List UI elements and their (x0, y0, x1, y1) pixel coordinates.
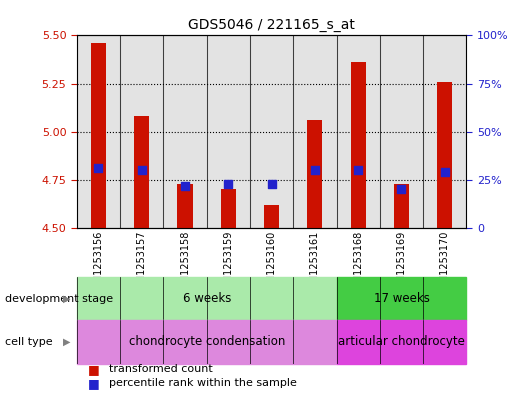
Bar (250, 35, 293, 228)
Point (267, 180, 276, 187)
Bar (423, 35, 466, 228)
Bar (337, 35, 380, 228)
Point (224, 180, 233, 187)
Text: ■: ■ (87, 363, 99, 376)
Point (94, 165, 103, 171)
Bar (120, 35, 163, 228)
Bar (91, 43, 106, 228)
Text: articular chondrocyte: articular chondrocyte (338, 335, 465, 349)
Bar (264, 205, 279, 228)
Bar (351, 62, 366, 228)
Bar (293, 35, 337, 228)
Bar (337, 320, 466, 364)
Bar (134, 116, 149, 228)
Point (440, 169, 449, 175)
Bar (437, 82, 452, 228)
Bar (163, 35, 207, 228)
Text: ▶: ▶ (63, 337, 70, 347)
Text: ■: ■ (87, 376, 99, 390)
Text: 6 weeks: 6 weeks (182, 292, 231, 305)
Bar (77, 35, 120, 228)
Text: development stage: development stage (5, 294, 113, 304)
Point (181, 182, 189, 189)
Text: percentile rank within the sample: percentile rank within the sample (109, 378, 296, 388)
Point (137, 167, 146, 173)
Bar (380, 35, 423, 228)
Bar (207, 35, 250, 228)
Point (398, 186, 406, 193)
Bar (178, 184, 192, 228)
Text: 17 weeks: 17 weeks (374, 292, 429, 305)
Text: chondrocyte condensation: chondrocyte condensation (128, 335, 285, 349)
Bar (77, 320, 337, 364)
Text: transformed count: transformed count (109, 364, 213, 375)
Bar (307, 120, 322, 228)
Title: GDS5046 / 221165_s_at: GDS5046 / 221165_s_at (188, 18, 355, 31)
Text: cell type: cell type (5, 337, 53, 347)
Point (311, 167, 319, 173)
Point (354, 167, 363, 173)
Bar (221, 189, 236, 228)
Bar (77, 277, 337, 320)
Bar (337, 277, 466, 320)
Text: ▶: ▶ (63, 294, 70, 304)
Bar (394, 184, 409, 228)
